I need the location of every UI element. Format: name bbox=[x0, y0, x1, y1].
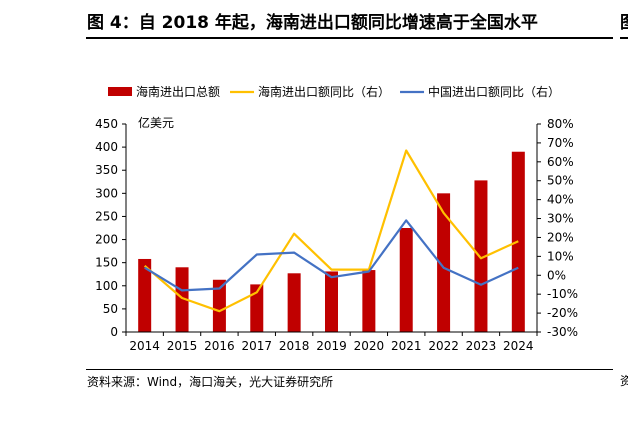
x-tick-label-2020: 2020 bbox=[354, 339, 385, 353]
bar-2016 bbox=[212, 279, 226, 332]
next-source-fragment: 资 bbox=[620, 374, 628, 388]
title-rule bbox=[86, 37, 613, 39]
y-left-tick-label-50: 50 bbox=[103, 302, 118, 316]
y-left-tick-label-150: 150 bbox=[95, 256, 118, 270]
bar-2014 bbox=[138, 258, 152, 332]
next-figure-title-rule bbox=[620, 37, 628, 39]
bar-2022 bbox=[437, 193, 451, 332]
bar-2020 bbox=[362, 270, 376, 332]
bar-2015 bbox=[175, 267, 189, 332]
y-right-tick-label-40%: 40% bbox=[547, 193, 574, 207]
y-right-tick-label--10%: -10% bbox=[547, 287, 578, 301]
y-left-tick-label-0: 0 bbox=[110, 325, 118, 339]
line-series bbox=[143, 149, 519, 313]
legend-swatch-bar bbox=[108, 87, 132, 96]
y-left-tick-label-400: 400 bbox=[95, 140, 118, 154]
x-tick-label-2014: 2014 bbox=[129, 339, 160, 353]
y-right-tick-label--30%: -30% bbox=[547, 325, 578, 339]
legend: 海南进出口总额 海南进出口额同比（右） 中国进出口额同比（右） bbox=[108, 84, 560, 99]
y-right-tick-label-70%: 70% bbox=[547, 136, 574, 150]
y-right-tick-label-0%: 0% bbox=[547, 268, 566, 282]
y-right-tick-label-50%: 50% bbox=[547, 174, 574, 188]
x-tick-label-2023: 2023 bbox=[466, 339, 497, 353]
source-rule bbox=[86, 369, 613, 370]
x-tick-label-2021: 2021 bbox=[391, 339, 422, 353]
x-axis: 2014 2015 2016 2017 2018 2019 2020 2021 2022 2023… bbox=[125, 331, 538, 353]
y-right-tick-label--20%: -20% bbox=[547, 306, 578, 320]
next-figure-title-fragment: 图 bbox=[620, 8, 628, 33]
x-tick-label-2016: 2016 bbox=[204, 339, 235, 353]
x-tick-label-2018: 2018 bbox=[279, 339, 310, 353]
y-right-tick-label-30%: 30% bbox=[547, 212, 574, 226]
y-left-tick-label-100: 100 bbox=[95, 279, 118, 293]
y-left-tick-label-300: 300 bbox=[95, 186, 118, 200]
x-tick-label-2019: 2019 bbox=[316, 339, 347, 353]
x-tick-label-2024: 2024 bbox=[503, 339, 534, 353]
y-left-tick-label-200: 200 bbox=[95, 233, 118, 247]
bar-2019 bbox=[325, 271, 338, 332]
bar-series bbox=[138, 151, 525, 332]
y-left-axis: 0 50 100 150 200 250 300 350 400 450 bbox=[95, 117, 127, 339]
x-tick-label-2017: 2017 bbox=[241, 339, 272, 353]
y-left-tick-label-450: 450 bbox=[95, 117, 118, 131]
y-right-tick-label-80%: 80% bbox=[547, 117, 574, 131]
bar-2018 bbox=[287, 273, 301, 332]
y-left-unit-label: 亿美元 bbox=[138, 115, 174, 130]
y-right-tick-label-20%: 20% bbox=[547, 230, 574, 244]
bar-2023 bbox=[474, 180, 488, 332]
y-left-tick-label-350: 350 bbox=[95, 163, 118, 177]
bar-2017 bbox=[250, 284, 264, 332]
y-right-tick-label-10%: 10% bbox=[547, 249, 574, 263]
legend-label-0: 海南进出口总额 bbox=[136, 84, 220, 99]
legend-label-1: 海南进出口额同比（右） bbox=[258, 84, 390, 99]
y-left-tick-label-250: 250 bbox=[95, 209, 118, 223]
bar-2021 bbox=[399, 228, 413, 332]
x-tick-label-2022: 2022 bbox=[428, 339, 459, 353]
line-series-2 bbox=[144, 219, 519, 292]
figure-title: 图 4：自 2018 年起，海南进出口额同比增速高于全国水平 bbox=[87, 13, 538, 33]
legend-label-2: 中国进出口额同比（右） bbox=[428, 84, 560, 99]
y-right-axis: -30% -20% -10% 0% 10% 20% 30% 40% 50% 60% 70% 80% bbox=[536, 117, 578, 339]
source-note: 资料来源：Wind，海口海关，光大证券研究所 bbox=[87, 375, 334, 389]
x-tick-label-2015: 2015 bbox=[167, 339, 198, 353]
y-right-tick-label-60%: 60% bbox=[547, 155, 574, 169]
